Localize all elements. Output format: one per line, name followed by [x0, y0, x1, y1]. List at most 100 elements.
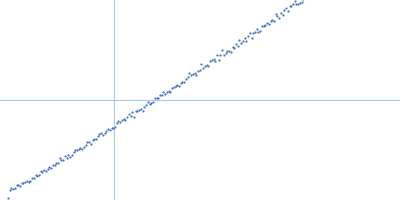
- Point: [105, 127, 111, 130]
- Point: [51, 163, 58, 166]
- Point: [12, 187, 18, 190]
- Point: [165, 90, 172, 93]
- Point: [122, 118, 128, 121]
- Point: [293, 3, 300, 6]
- Point: [276, 16, 282, 20]
- Point: [20, 182, 27, 185]
- Point: [290, 3, 296, 6]
- Point: [43, 169, 49, 173]
- Point: [222, 52, 229, 55]
- Point: [259, 25, 265, 28]
- Point: [300, 0, 306, 1]
- Point: [229, 46, 236, 49]
- Point: [53, 162, 60, 165]
- Point: [82, 143, 89, 147]
- Point: [178, 82, 184, 85]
- Point: [15, 184, 22, 187]
- Point: [91, 138, 98, 141]
- Point: [262, 23, 268, 26]
- Point: [17, 184, 23, 187]
- Point: [136, 109, 142, 112]
- Point: [228, 50, 234, 53]
- Point: [288, 5, 294, 8]
- Point: [179, 80, 186, 83]
- Point: [18, 182, 25, 185]
- Point: [200, 66, 206, 69]
- Point: [34, 174, 40, 177]
- Point: [221, 54, 227, 57]
- Point: [190, 72, 196, 75]
- Point: [267, 19, 274, 23]
- Point: [13, 184, 20, 187]
- Point: [58, 158, 65, 161]
- Point: [286, 5, 293, 8]
- Point: [219, 49, 225, 52]
- Point: [186, 72, 192, 75]
- Point: [210, 57, 217, 61]
- Point: [76, 147, 82, 151]
- Point: [285, 10, 291, 13]
- Point: [126, 113, 132, 116]
- Point: [153, 96, 160, 100]
- Point: [41, 169, 47, 172]
- Point: [31, 176, 37, 180]
- Point: [181, 80, 187, 83]
- Point: [298, 0, 305, 3]
- Point: [214, 54, 220, 57]
- Point: [242, 36, 248, 39]
- Point: [22, 181, 28, 184]
- Point: [250, 31, 256, 35]
- Point: [107, 128, 113, 131]
- Point: [89, 138, 96, 141]
- Point: [24, 179, 30, 182]
- Point: [127, 114, 134, 117]
- Point: [297, 2, 303, 5]
- Point: [145, 100, 151, 103]
- Point: [132, 109, 139, 112]
- Point: [248, 36, 255, 39]
- Point: [146, 102, 153, 105]
- Point: [138, 107, 144, 110]
- Point: [217, 53, 224, 56]
- Point: [129, 110, 136, 114]
- Point: [110, 127, 116, 130]
- Point: [155, 97, 162, 100]
- Point: [8, 187, 14, 190]
- Point: [60, 158, 66, 162]
- Point: [55, 161, 61, 164]
- Point: [39, 170, 46, 173]
- Point: [278, 11, 284, 15]
- Point: [69, 153, 75, 157]
- Point: [48, 166, 54, 169]
- Point: [295, 2, 302, 6]
- Point: [183, 78, 189, 81]
- Point: [134, 109, 141, 112]
- Point: [140, 109, 146, 112]
- Point: [29, 177, 35, 180]
- Point: [224, 49, 230, 52]
- Point: [257, 30, 263, 33]
- Point: [152, 97, 158, 100]
- Point: [112, 126, 118, 129]
- Point: [88, 142, 94, 145]
- Point: [188, 74, 194, 77]
- Point: [160, 91, 167, 94]
- Point: [6, 189, 13, 192]
- Point: [198, 62, 205, 66]
- Point: [209, 59, 215, 62]
- Point: [64, 156, 70, 160]
- Point: [74, 148, 80, 151]
- Point: [70, 150, 77, 153]
- Point: [44, 167, 51, 171]
- Point: [150, 100, 156, 103]
- Point: [238, 42, 244, 45]
- Point: [226, 49, 232, 52]
- Point: [93, 137, 99, 140]
- Point: [204, 64, 210, 67]
- Point: [272, 12, 279, 16]
- Point: [281, 9, 288, 12]
- Point: [245, 35, 251, 38]
- Point: [271, 19, 277, 22]
- Point: [102, 131, 108, 134]
- Point: [27, 179, 34, 182]
